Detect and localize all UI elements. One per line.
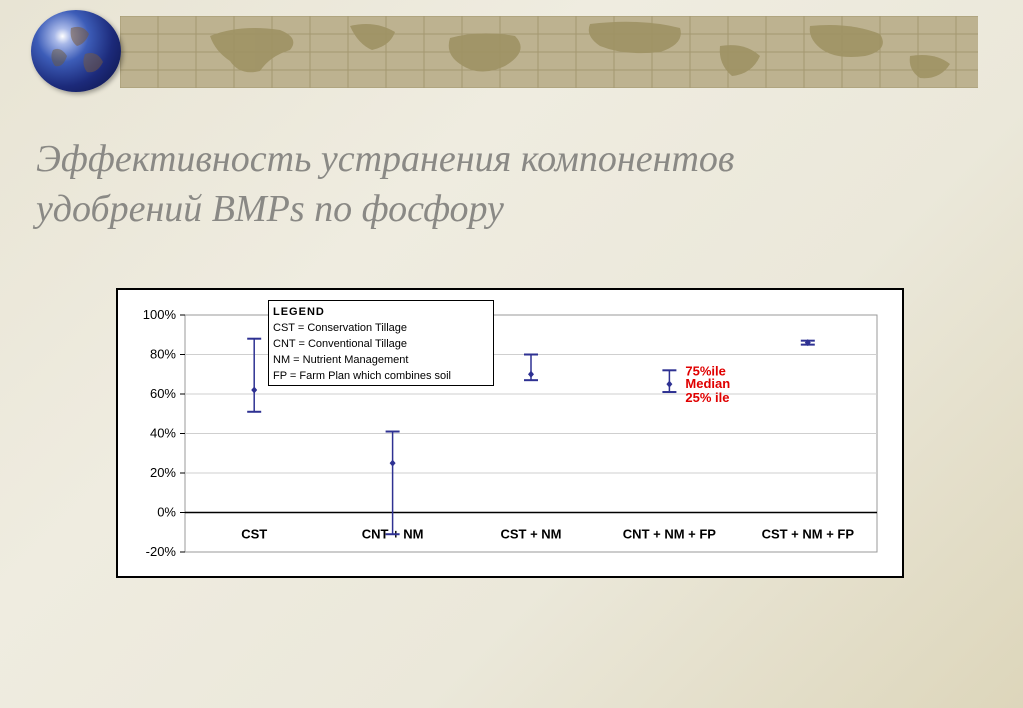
x-category-label: CNT + NM + FP bbox=[623, 527, 717, 542]
legend-entry: CNT = Conventional Tillage bbox=[273, 338, 408, 350]
x-category-label: CST bbox=[241, 527, 267, 542]
y-tick-label: 20% bbox=[150, 465, 176, 480]
y-axis-ticks: 100% 80% 60% 40% 20% 0% -20% bbox=[143, 307, 185, 559]
x-category-label: CST + NM + FP bbox=[762, 527, 855, 542]
median-marker bbox=[389, 459, 396, 467]
legend-entry: FP = Farm Plan which combines soil bbox=[273, 370, 452, 382]
chart-legend: LEGEND CST = Conservation Tillage CNT = … bbox=[268, 300, 494, 386]
globe-icon bbox=[31, 10, 121, 92]
annotation-label: 75%ile bbox=[685, 363, 725, 378]
y-tick-label: -20% bbox=[146, 544, 177, 559]
median-marker bbox=[804, 339, 811, 347]
y-tick-label: 80% bbox=[150, 347, 176, 362]
x-category-label: CST + NM bbox=[500, 527, 561, 542]
legend-title: LEGEND bbox=[273, 306, 325, 318]
slide-title-line-1: Эффективность устранения компонентов bbox=[36, 138, 735, 180]
median-marker bbox=[251, 386, 258, 394]
slide-title: Эффективность устранения компонентов удо… bbox=[36, 134, 936, 234]
median-marker bbox=[528, 370, 534, 378]
y-tick-label: 60% bbox=[150, 386, 176, 401]
y-tick-label: 0% bbox=[157, 505, 176, 520]
legend-entry: CST = Conservation Tillage bbox=[273, 322, 408, 334]
y-tick-label: 100% bbox=[143, 307, 177, 322]
median-marker bbox=[666, 380, 673, 388]
world-map-banner bbox=[120, 16, 978, 88]
legend-entry: NM = Nutrient Management bbox=[273, 354, 409, 366]
annotation-label: 25% ile bbox=[685, 390, 729, 405]
slide-title-line-2: удобрений BMPs по фосфору bbox=[36, 188, 504, 230]
y-tick-label: 40% bbox=[150, 426, 176, 441]
series-marks bbox=[247, 337, 815, 536]
annotation-label: Median bbox=[685, 376, 730, 391]
